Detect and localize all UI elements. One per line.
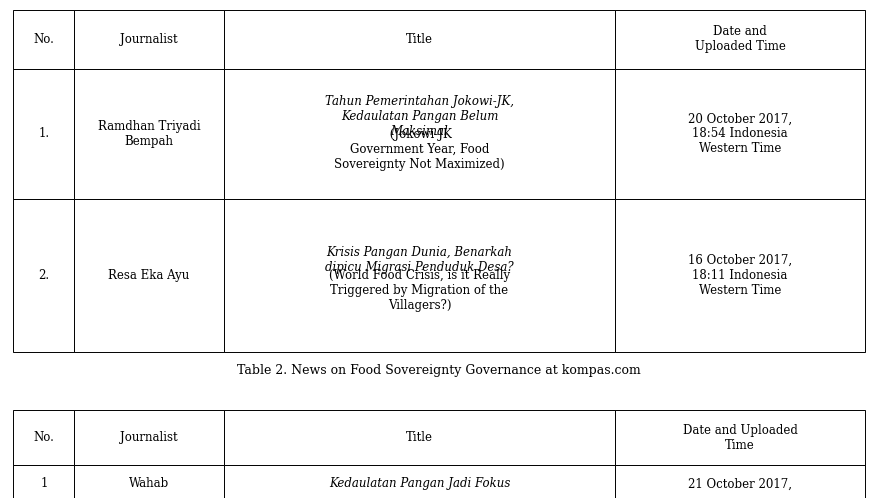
Bar [615, 69, 864, 199]
Bar [615, 10, 864, 69]
Bar [75, 69, 224, 199]
Text: Table 2. News on Food Sovereignty Governance at kompas.com: Table 2. News on Food Sovereignty Govern… [237, 364, 640, 376]
Text: Date and
Uploaded Time: Date and Uploaded Time [694, 25, 785, 53]
Text: 16 October 2017,
18:11 Indonesia
Western Time: 16 October 2017, 18:11 Indonesia Western… [688, 254, 791, 297]
Text: Title: Title [405, 33, 432, 46]
Bar [75, 465, 224, 498]
Bar [13, 465, 75, 498]
Bar [13, 199, 75, 352]
Bar [615, 199, 864, 352]
Text: 20 October 2017,
18:54 Indonesia
Western Time: 20 October 2017, 18:54 Indonesia Western… [688, 113, 791, 155]
Bar [224, 199, 615, 352]
Bar [615, 465, 864, 498]
Text: Journalist: Journalist [120, 33, 178, 46]
Bar [224, 10, 615, 69]
Text: Date and Uploaded
Time: Date and Uploaded Time [681, 424, 796, 452]
Bar [13, 69, 75, 199]
Bar [224, 465, 615, 498]
Text: No.: No. [33, 431, 54, 444]
Text: Krisis Pangan Dunia, Benarkah
dipicu Migrasi Penduduk Desa?: Krisis Pangan Dunia, Benarkah dipicu Mig… [324, 246, 513, 274]
Text: Ramdhan Triyadi
Bempah: Ramdhan Triyadi Bempah [97, 120, 200, 148]
Text: No.: No. [33, 33, 54, 46]
Bar [75, 410, 224, 465]
Text: 2.: 2. [39, 269, 49, 282]
Text: Resa Eka Ayu: Resa Eka Ayu [108, 269, 189, 282]
Bar [13, 410, 75, 465]
Bar [13, 10, 75, 69]
Text: (World Food Crisis, is it Really
Triggered by Migration of the
Villagers?): (World Food Crisis, is it Really Trigger… [329, 268, 510, 312]
Bar [75, 199, 224, 352]
Text: Kedaulatan Pangan Jadi Fokus: Kedaulatan Pangan Jadi Fokus [328, 477, 510, 491]
Bar [615, 410, 864, 465]
Text: Journalist: Journalist [120, 431, 178, 444]
Text: Tahun Pemerintahan Jokowi-JK,
Kedaulatan Pangan Belum
Maksimal: Tahun Pemerintahan Jokowi-JK, Kedaulatan… [324, 95, 513, 137]
Bar [224, 69, 615, 199]
Bar [75, 10, 224, 69]
Bar [224, 410, 615, 465]
Text: (Jokowi-JK
Government Year, Food
Sovereignty Not Maximized): (Jokowi-JK Government Year, Food Soverei… [334, 128, 504, 171]
Text: Title: Title [405, 431, 432, 444]
Text: Wahab: Wahab [129, 477, 169, 491]
Text: 1.: 1. [39, 127, 49, 140]
Text: 21 October 2017,: 21 October 2017, [688, 477, 791, 491]
Text: 1: 1 [40, 477, 47, 491]
